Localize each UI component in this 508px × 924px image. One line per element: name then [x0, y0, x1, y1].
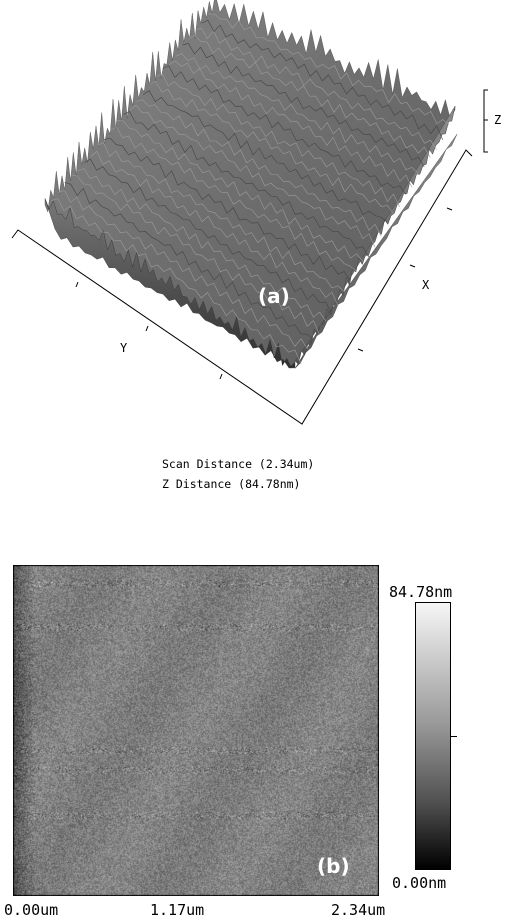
surface-ridge: [201, 19, 443, 140]
surface-ridge: [188, 34, 431, 158]
surface-ridge: [182, 43, 425, 168]
y-axis-label: Y: [120, 341, 128, 355]
surface-ridge: [64, 182, 314, 340]
surface-mesh: [44, 0, 458, 369]
surface-ridge: [110, 127, 357, 272]
surface-ridge: [103, 137, 351, 282]
x-tick-mid: 1.17um: [150, 901, 205, 919]
surface-ridge: [162, 65, 407, 195]
afm-height-map: [13, 565, 379, 896]
surface-ridge: [57, 189, 308, 350]
z-distance-text: Z Distance (84.78nm): [162, 477, 301, 491]
surface-ridge: [208, 13, 450, 126]
color-scale-tick: [451, 736, 457, 737]
surface-ridge: [123, 111, 370, 258]
surface-ridge: [51, 198, 302, 365]
afm-3d-surface-plot: [11, 0, 488, 425]
surface-ridge: [149, 80, 394, 214]
surface-ridge: [169, 60, 413, 188]
panel-a-label: (a): [258, 284, 290, 308]
surface-ridge: [142, 90, 388, 223]
surface-ridge: [195, 28, 437, 150]
surface-ridge: [77, 168, 327, 322]
surface-ridge: [129, 104, 376, 248]
height-color-scale: [415, 602, 451, 870]
scan-distance-text: Scan Distance (2.34um): [162, 457, 315, 471]
surface-ridge: [84, 158, 333, 315]
x-tick-end: 2.34um: [331, 901, 386, 919]
x-axis-label: X: [422, 278, 430, 292]
surface-ridge: [136, 99, 382, 237]
surface-ridge: [90, 150, 339, 306]
color-scale-min: 0.00nm: [392, 874, 447, 892]
x-tick-start: 0.00um: [4, 901, 59, 919]
surface-base-axes: [11, 89, 488, 425]
surface-ridge: [116, 120, 363, 262]
surface-ridge: [175, 53, 419, 174]
panel-b-label: (b): [317, 854, 350, 878]
z-axis-label: Z: [494, 113, 502, 127]
color-scale-max: 84.78nm: [389, 583, 453, 601]
surface-ridge: [156, 73, 400, 208]
surface-ridge: [97, 142, 345, 292]
surface-ridge: [71, 174, 320, 336]
scan-caption: Scan Distance (2.34um) Z Distance (84.78n…: [162, 454, 314, 494]
